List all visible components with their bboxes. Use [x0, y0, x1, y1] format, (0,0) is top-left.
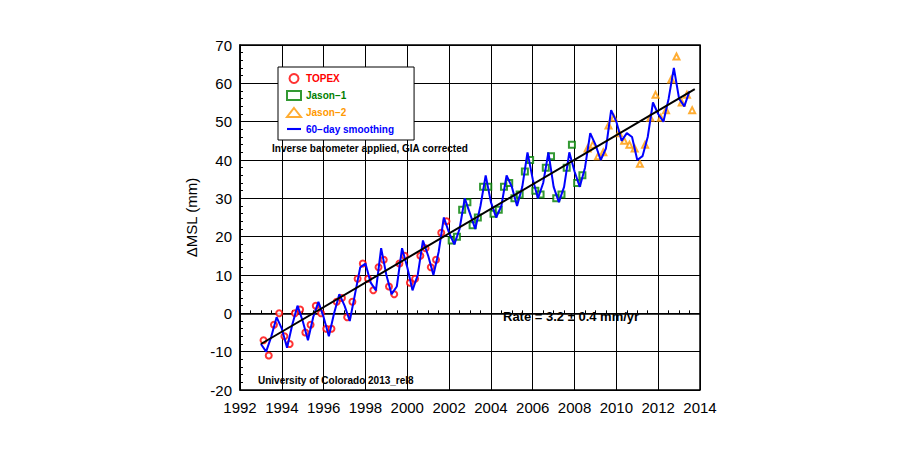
svg-text:2008: 2008	[558, 399, 591, 416]
svg-text:0: 0	[224, 305, 232, 322]
svg-text:1992: 1992	[223, 399, 256, 416]
svg-text:2010: 2010	[600, 399, 633, 416]
svg-text:70: 70	[215, 37, 232, 54]
svg-text:30: 30	[215, 190, 232, 207]
svg-text:60−day smoothing: 60−day smoothing	[306, 124, 394, 135]
svg-text:1998: 1998	[349, 399, 382, 416]
svg-text:-20: -20	[210, 382, 232, 399]
svg-text:TOPEX: TOPEX	[306, 73, 340, 84]
svg-text:2002: 2002	[432, 399, 465, 416]
svg-text:Jason−1: Jason−1	[306, 90, 347, 101]
svg-text:10: 10	[215, 267, 232, 284]
svg-text:2004: 2004	[474, 399, 507, 416]
svg-text:1994: 1994	[265, 399, 298, 416]
svg-text:Inverse barometer applied, GIA: Inverse barometer applied, GIA corrected	[272, 143, 468, 154]
svg-text:50: 50	[215, 113, 232, 130]
svg-text:2014: 2014	[683, 399, 716, 416]
svg-text:-10: -10	[210, 343, 232, 360]
svg-text:University of Colorado 2013_re: University of Colorado 2013_rel8	[258, 375, 414, 386]
svg-text:60: 60	[215, 75, 232, 92]
svg-text:20: 20	[215, 228, 232, 245]
svg-text:ΔMSL (mm): ΔMSL (mm)	[183, 178, 200, 257]
svg-text:40: 40	[215, 152, 232, 169]
svg-text:Rate = 3.2 ± 0.4 mm/yr: Rate = 3.2 ± 0.4 mm/yr	[503, 309, 639, 324]
svg-text:2006: 2006	[516, 399, 549, 416]
svg-text:2000: 2000	[391, 399, 424, 416]
svg-text:Jason−2: Jason−2	[306, 107, 347, 118]
svg-text:2012: 2012	[641, 399, 674, 416]
svg-text:1996: 1996	[307, 399, 340, 416]
